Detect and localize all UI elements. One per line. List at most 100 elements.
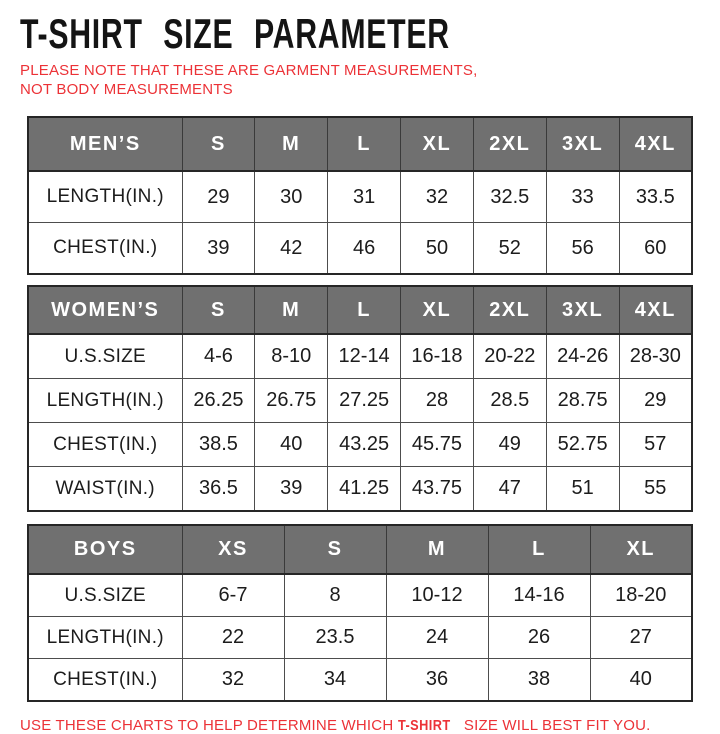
size-column-header-xs: XS	[181, 524, 285, 575]
size-cell: 50	[400, 222, 474, 275]
size-cell: 55	[618, 466, 693, 512]
size-cell: 42	[254, 222, 329, 275]
size-column-header-2xl: 2XL	[472, 116, 547, 172]
size-cell: 29	[618, 378, 693, 423]
size-cell: 46	[327, 222, 402, 275]
size-cell: 4-6	[181, 333, 256, 379]
size-cell: 31	[327, 170, 402, 223]
size-cell: 24-26	[545, 333, 620, 379]
size-cell: 28.75	[545, 378, 620, 423]
womens-length-row: LENGTH(IN.) 26.25 26.75 27.25 28 28.5 28…	[27, 378, 693, 423]
size-cell: 56	[545, 222, 620, 275]
size-cell: 12-14	[327, 333, 402, 379]
womens-chest-row: CHEST(IN.) 38.5 40 43.25 45.75 49 52.75 …	[27, 422, 693, 467]
row-label-length: LENGTH(IN.)	[27, 170, 183, 223]
womens-ussize-row: U.S.SIZE 4-6 8-10 12-14 16-18 20-22 24-2…	[27, 333, 693, 379]
mens-length-row: LENGTH(IN.) 29 30 31 32 32.5 33 33.5	[27, 170, 693, 223]
size-cell: 33.5	[618, 170, 693, 223]
size-column-header-s: S	[283, 524, 387, 575]
size-cell: 33	[545, 170, 620, 223]
boys-group-header: BOYS	[27, 524, 183, 575]
size-cell: 27	[589, 616, 693, 659]
size-cell: 23.5	[283, 616, 387, 659]
mens-size-table: MEN’S S M L XL 2XL 3XL 4XL LENGTH(IN.) 2…	[27, 116, 693, 275]
row-label-ussize: U.S.SIZE	[27, 573, 183, 617]
row-label-chest: CHEST(IN.)	[27, 222, 183, 275]
size-cell: 45.75	[400, 422, 474, 467]
womens-waist-row: WAIST(IN.) 36.5 39 41.25 43.75 47 51 55	[27, 466, 693, 512]
row-label-chest: CHEST(IN.)	[27, 422, 183, 467]
size-cell: 34	[283, 658, 387, 702]
size-column-header-xl: XL	[589, 524, 693, 575]
garment-measurements-note: PLEASE NOTE THAT THESE ARE GARMENT MEASU…	[20, 62, 478, 98]
size-cell: 8-10	[254, 333, 329, 379]
size-cell: 36	[385, 658, 489, 702]
size-cell: 38.5	[181, 422, 256, 467]
size-cell: 28-30	[618, 333, 693, 379]
row-label-length: LENGTH(IN.)	[27, 616, 183, 659]
size-column-header-xl: XL	[400, 285, 474, 335]
size-cell: 49	[472, 422, 547, 467]
size-cell: 38	[487, 658, 591, 702]
mens-header-row: MEN’S S M L XL 2XL 3XL 4XL	[27, 116, 693, 172]
size-cell: 28.5	[472, 378, 547, 423]
size-cell: 60	[618, 222, 693, 275]
size-cell: 32	[400, 170, 474, 223]
womens-header-row: WOMEN’S S M L XL 2XL 3XL 4XL	[27, 285, 693, 335]
size-cell: 41.25	[327, 466, 402, 512]
size-cell: 14-16	[487, 573, 591, 617]
boys-size-table: BOYS XS S M L XL U.S.SIZE 6-7 8 10-12 14…	[27, 524, 693, 702]
size-cell: 27.25	[327, 378, 402, 423]
row-label-length: LENGTH(IN.)	[27, 378, 183, 423]
size-column-header-l: L	[327, 116, 402, 172]
boys-chest-row: CHEST(IN.) 32 34 36 38 40	[27, 658, 693, 702]
mens-chest-row: CHEST(IN.) 39 42 46 50 52 56 60	[27, 222, 693, 275]
boys-header-row: BOYS XS S M L XL	[27, 524, 693, 575]
page-title-text: T-SHIRT SIZE PARAMETER	[20, 10, 450, 57]
size-cell: 16-18	[400, 333, 474, 379]
size-cell: 39	[254, 466, 329, 512]
size-cell: 39	[181, 222, 256, 275]
size-column-header-m: M	[385, 524, 489, 575]
size-cell: 36.5	[181, 466, 256, 512]
size-column-header-4xl: 4XL	[618, 285, 693, 335]
size-column-header-xl: XL	[400, 116, 474, 172]
size-cell: 26	[487, 616, 591, 659]
size-cell: 24	[385, 616, 489, 659]
size-column-header-s: S	[181, 116, 256, 172]
size-cell: 43.25	[327, 422, 402, 467]
size-cell: 40	[254, 422, 329, 467]
size-cell: 30	[254, 170, 329, 223]
size-cell: 18-20	[589, 573, 693, 617]
size-cell: 43.75	[400, 466, 474, 512]
size-cell: 51	[545, 466, 620, 512]
row-label-waist: WAIST(IN.)	[27, 466, 183, 512]
size-cell: 52.75	[545, 422, 620, 467]
size-cell: 26.25	[181, 378, 256, 423]
size-column-header-s: S	[181, 285, 256, 335]
mens-group-header: MEN’S	[27, 116, 183, 172]
size-cell: 32.5	[472, 170, 547, 223]
size-cell: 32	[181, 658, 285, 702]
size-cell: 6-7	[181, 573, 285, 617]
row-label-chest: CHEST(IN.)	[27, 658, 183, 702]
size-cell: 29	[181, 170, 256, 223]
size-cell: 20-22	[472, 333, 547, 379]
size-column-header-3xl: 3XL	[545, 285, 620, 335]
size-cell: 40	[589, 658, 693, 702]
size-cell: 26.75	[254, 378, 329, 423]
page-title: T-SHIRT SIZE PARAMETER	[20, 10, 720, 57]
size-cell: 22	[181, 616, 285, 659]
size-column-header-m: M	[254, 285, 329, 335]
size-cell: 10-12	[385, 573, 489, 617]
womens-group-header: WOMEN’S	[27, 285, 183, 335]
womens-size-table: WOMEN’S S M L XL 2XL 3XL 4XL U.S.SIZE 4-…	[27, 285, 693, 512]
row-label-ussize: U.S.SIZE	[27, 333, 183, 379]
size-column-header-l: L	[487, 524, 591, 575]
boys-ussize-row: U.S.SIZE 6-7 8 10-12 14-16 18-20	[27, 573, 693, 617]
size-cell: 47	[472, 466, 547, 512]
size-column-header-3xl: 3XL	[545, 116, 620, 172]
size-cell: 8	[283, 573, 387, 617]
size-cell: 28	[400, 378, 474, 423]
